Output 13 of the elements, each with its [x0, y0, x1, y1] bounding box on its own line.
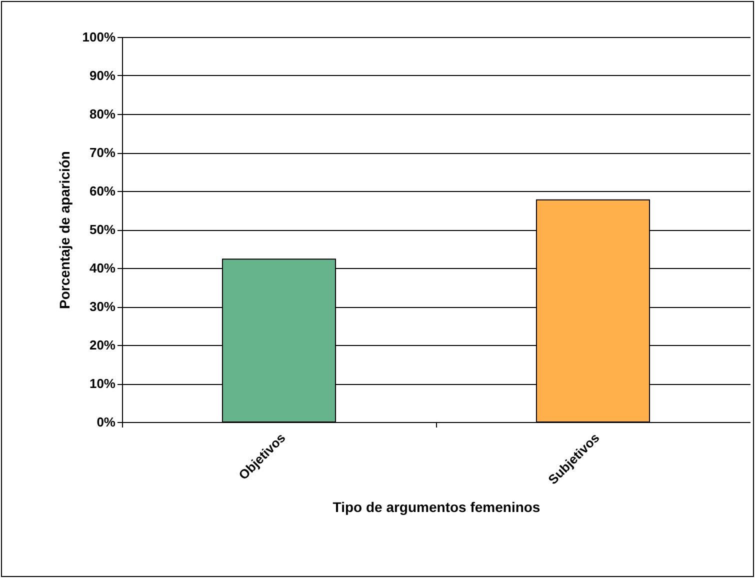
y-tick-label: 100% — [82, 30, 116, 44]
y-tick-label: 90% — [89, 68, 116, 83]
y-tick-label: 80% — [89, 106, 116, 122]
y-axis-title: Porcentaje de aparición — [56, 151, 72, 309]
y-tick-label: 50% — [89, 222, 116, 237]
y-tick-label: 40% — [89, 260, 116, 276]
y-tick-label: 20% — [89, 338, 116, 352]
x-axis-title: Tipo de argumentos femeninos — [332, 499, 540, 516]
y-tick-label: 60% — [89, 184, 116, 198]
y-tick-label: 0% — [96, 414, 116, 430]
y-tick-label: 30% — [89, 299, 116, 314]
y-tick-label: 10% — [89, 376, 116, 391]
y-tick-label: 70% — [89, 145, 116, 160]
